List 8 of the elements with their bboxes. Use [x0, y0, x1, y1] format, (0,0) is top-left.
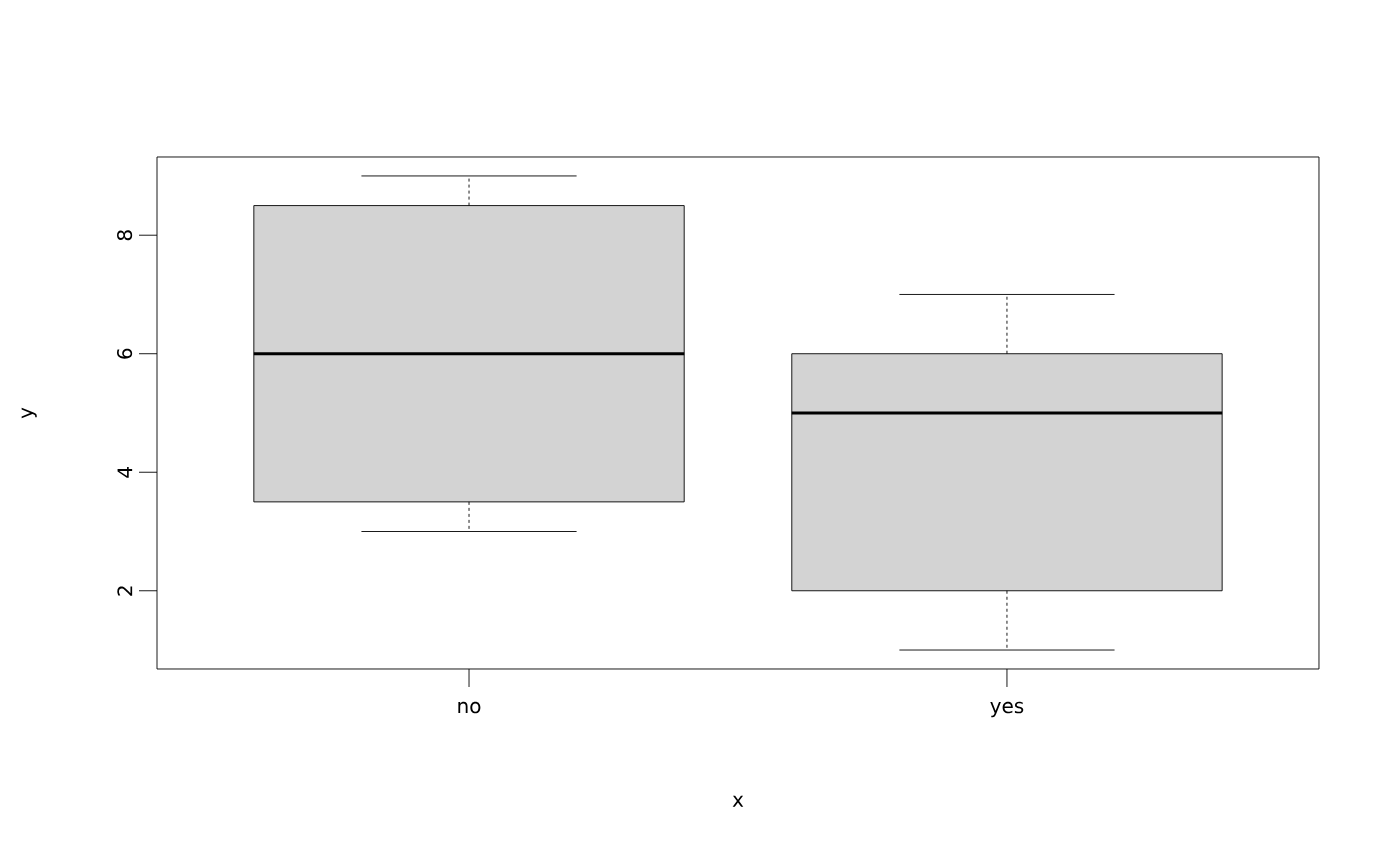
x-tick-label: no: [458, 701, 481, 714]
y-tick-label: 6: [117, 348, 133, 359]
y-axis-title: y: [21, 407, 37, 419]
y-tick-label: 4: [117, 467, 133, 478]
x-tick-label: yes: [990, 701, 1024, 718]
x-axis-title: x: [732, 795, 744, 807]
y-tick-label: 2: [117, 586, 133, 596]
y-tick-label: 8: [117, 230, 133, 241]
